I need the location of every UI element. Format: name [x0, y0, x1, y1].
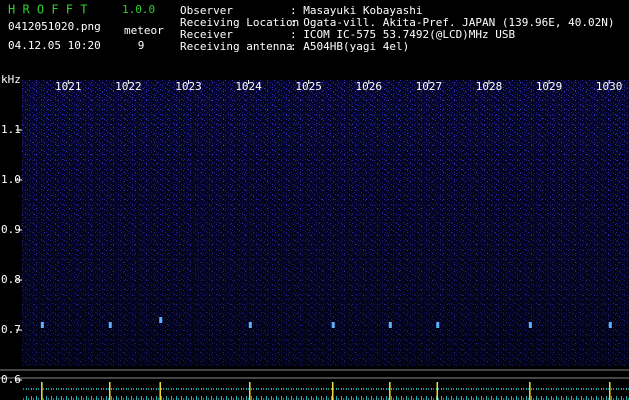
- y-tick-label: 1.1: [1, 123, 21, 136]
- meteor-echo: [159, 317, 163, 323]
- meteor-echo: [436, 322, 440, 328]
- info-value: : Ogata-vill. Akita-Pref. JAPAN (139.96E…: [290, 16, 615, 29]
- plot-background: [0, 80, 629, 400]
- app-name: H R O F F T: [8, 3, 87, 17]
- y-tick-label: 0.8: [1, 273, 21, 286]
- meteor-echo: [40, 322, 44, 328]
- file-name: 0412051020.png: [8, 20, 101, 33]
- y-tick-label: 0.6: [1, 373, 21, 386]
- meteor-echo: [108, 322, 112, 328]
- x-tick-label: 1027: [416, 80, 443, 93]
- info-value: : A504HB(yagi 4el): [290, 40, 409, 53]
- meteor-echo: [331, 322, 335, 328]
- info-value: : Masayuki Kobayashi: [290, 4, 422, 17]
- meteor-echo: [248, 322, 252, 328]
- x-tick-label: 1030: [596, 80, 623, 93]
- y-tick-label: 0.9: [1, 223, 21, 236]
- x-tick-label: 1026: [356, 80, 383, 93]
- x-tick-label: 1024: [235, 80, 262, 93]
- header: H R O F F T 1.0.0 0412051020.png meteor …: [8, 3, 164, 53]
- y-axis-label: kHz: [1, 73, 21, 86]
- y-tick-label: 1.0: [1, 173, 21, 186]
- info-label: Observer: [180, 4, 233, 17]
- app-version: 1.0.0: [122, 3, 155, 16]
- x-tick-label: 1028: [476, 80, 503, 93]
- x-tick-label: 1025: [295, 80, 322, 93]
- date-time: 04.12.05 10:20: [8, 39, 101, 52]
- x-tick-label: 1021: [55, 80, 82, 93]
- spectrogram-fade: [22, 80, 629, 366]
- info-label: Receiving antenna: [180, 40, 293, 53]
- meteor-echo: [528, 322, 532, 328]
- x-tick-label: 1029: [536, 80, 563, 93]
- meteor-echo: [608, 322, 612, 328]
- y-tick-label: 0.7: [1, 323, 21, 336]
- meteor-echo: [388, 322, 392, 328]
- info-label: Receiving Location: [180, 16, 299, 29]
- meteor-label: meteor: [124, 24, 164, 37]
- x-tick-label: 1023: [175, 80, 202, 93]
- info-label: Receiver: [180, 28, 233, 41]
- amplitude-noise: [22, 388, 629, 400]
- x-tick-label: 1022: [115, 80, 142, 93]
- meteor-count: 9: [138, 39, 145, 52]
- info-value: : ICOM IC-575 53.7492(@LCD)MHz USB: [290, 28, 516, 41]
